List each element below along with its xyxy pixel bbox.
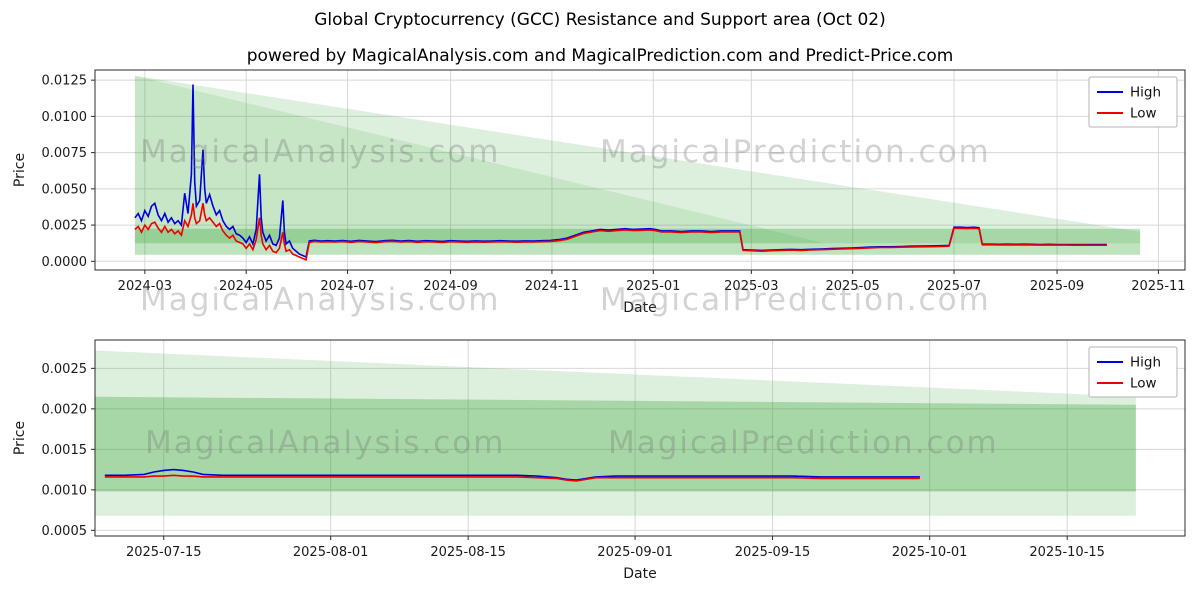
axes: 2024-03 2024-05 2024-07 2024-09 2024-11 2025-… xyxy=(12,74,1186,316)
y-tick-label: 0.0025 xyxy=(42,362,88,377)
x-tick-label: 2025-11 xyxy=(1131,279,1185,294)
y-tick-label: 0.0000 xyxy=(42,255,88,270)
x-tick-label: 2025-05 xyxy=(826,279,880,294)
y-axis-label: Price xyxy=(12,421,28,455)
x-tick-label: 2025-09-15 xyxy=(735,545,811,560)
legend-label-high: High xyxy=(1130,355,1161,371)
price-chart-recent: 2025-07-15 2025-08-01 2025-08-15 2025-09-01… xyxy=(12,339,1186,582)
legend-label-low: Low xyxy=(1130,106,1157,122)
bands xyxy=(95,350,1136,516)
y-tick-label: 0.0025 xyxy=(42,219,88,234)
low-line xyxy=(104,474,920,482)
grid xyxy=(95,70,1185,270)
price-chart-full-history: 2024-03 2024-05 2024-07 2024-09 2024-11 2025-… xyxy=(12,69,1186,316)
x-tick-label: 2024-03 xyxy=(118,279,172,294)
x-tick-label: 2025-09 xyxy=(1030,279,1084,294)
legend: High Low xyxy=(1088,76,1178,128)
x-tick-label: 2024-07 xyxy=(320,279,374,294)
x-tick-label: 2025-03 xyxy=(724,279,778,294)
x-axis-label: Date xyxy=(623,566,656,582)
x-tick-label: 2024-09 xyxy=(423,279,477,294)
y-tick-label: 0.0005 xyxy=(42,524,88,539)
x-tick-label: 2025-10-15 xyxy=(1029,545,1105,560)
support-band-area xyxy=(95,396,1136,492)
legend-box xyxy=(1088,76,1178,128)
y-tick-label: 0.0100 xyxy=(42,110,88,125)
y-axis-label: Price xyxy=(12,153,28,187)
plot-border xyxy=(94,339,1186,537)
series xyxy=(104,468,920,482)
plot-border xyxy=(94,69,1186,271)
x-tick-label: 2024-05 xyxy=(219,279,273,294)
x-tick-label: 2025-07 xyxy=(927,279,981,294)
x-tick-label: 2025-10-01 xyxy=(892,545,968,560)
x-tick-label: 2025-08-15 xyxy=(430,545,506,560)
x-tick-label: 2025-09-01 xyxy=(597,545,673,560)
resistance-wedge-area xyxy=(95,350,1136,516)
y-tick-label: 0.0010 xyxy=(42,483,88,498)
legend-label-high: High xyxy=(1130,85,1161,101)
x-tick-label: 2025-08-01 xyxy=(293,545,369,560)
x-tick-label: 2024-11 xyxy=(525,279,579,294)
y-tick-label: 0.0075 xyxy=(42,146,88,161)
y-tick-label: 0.0015 xyxy=(42,443,88,458)
axes: 2025-07-15 2025-08-01 2025-08-15 2025-09-01… xyxy=(12,362,1105,582)
series xyxy=(134,84,1107,262)
grid xyxy=(95,340,1185,536)
resistance-wedge-area xyxy=(134,75,1141,244)
low-line xyxy=(134,203,1107,262)
bands xyxy=(134,75,1141,255)
x-tick-label: 2025-07-15 xyxy=(126,545,202,560)
figure-title: Global Cryptocurrency (GCC) Resistance a… xyxy=(314,10,886,30)
x-tick-label: 2025-01 xyxy=(626,279,680,294)
high-line xyxy=(104,468,920,481)
inner-wedge-area xyxy=(134,75,825,244)
y-tick-label: 0.0050 xyxy=(42,182,88,197)
legend-label-low: Low xyxy=(1130,376,1157,392)
x-axis-label: Date xyxy=(623,300,656,316)
legend: High Low xyxy=(1088,346,1178,398)
y-tick-label: 0.0020 xyxy=(42,402,88,417)
figure-subtitle: powered by MagicalAnalysis.com and Magic… xyxy=(246,46,954,66)
y-tick-label: 0.0125 xyxy=(42,74,88,89)
legend-box xyxy=(1088,346,1178,398)
